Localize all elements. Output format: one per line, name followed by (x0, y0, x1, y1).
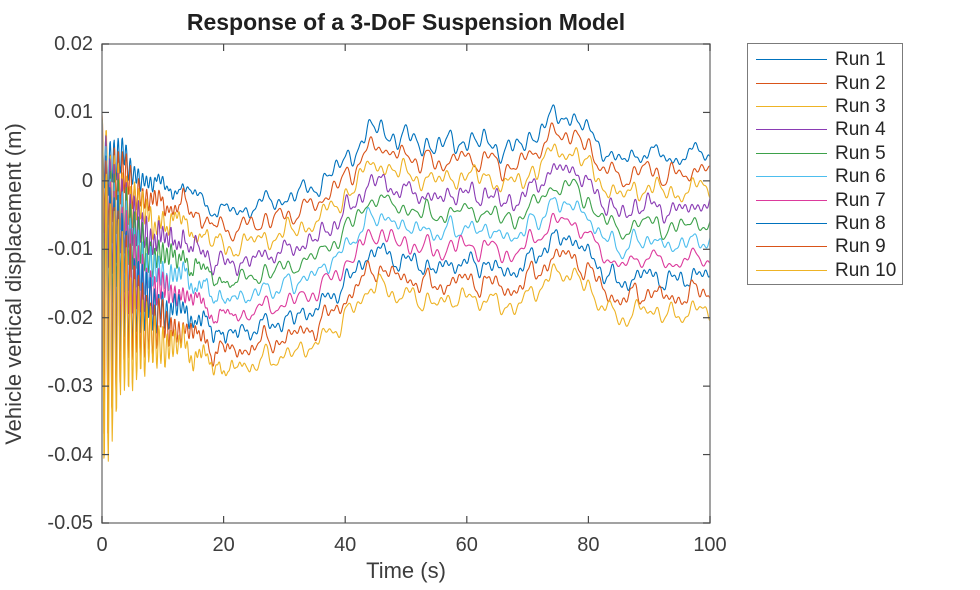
x-tick-label: 60 (455, 534, 478, 556)
y-tick-label: -0.01 (47, 238, 93, 261)
legend-item: Run 6 (748, 165, 902, 188)
legend-item: Run 7 (748, 188, 902, 211)
series-line-4 (102, 118, 710, 277)
legend-item: Run 5 (748, 142, 902, 165)
legend-label: Run 5 (835, 142, 886, 164)
series-line-8 (102, 141, 710, 406)
series-line-2 (102, 113, 710, 242)
x-tick-label: 20 (212, 534, 235, 556)
series-line-6 (102, 118, 710, 336)
series-line-5 (102, 118, 710, 312)
legend-label: Run 3 (835, 95, 886, 117)
legend: Run 1 Run 2 Run 3 Run 4 Run 5 Run 6 Run 7 Run 8… (747, 43, 903, 285)
series-line-3 (102, 115, 710, 257)
y-tick-label: 0 (81, 169, 93, 192)
legend-label: Run 6 (835, 166, 886, 188)
x-tick-label: 80 (577, 534, 600, 556)
legend-line-sample (756, 269, 827, 271)
y-tick-label: -0.03 (47, 375, 93, 398)
y-tick-label: 0.01 (54, 101, 93, 124)
x-tick-label: 100 (693, 534, 727, 556)
legend-label: Run 2 (835, 72, 886, 94)
legend-line-sample (756, 152, 827, 154)
chart-title: Response of a 3-DoF Suspension Model (186, 9, 626, 35)
legend-item: Run 3 (748, 95, 902, 118)
y-tick-label: 0.02 (54, 33, 93, 55)
x-tick-label: 40 (334, 534, 357, 556)
axis-ticks (101, 43, 711, 524)
legend-line-sample (756, 199, 827, 201)
legend-item: Run 10 (748, 259, 902, 282)
legend-label: Run 1 (835, 49, 886, 71)
series-line-7 (102, 123, 710, 370)
legend-line-sample (756, 82, 827, 84)
legend-item: Run 8 (748, 212, 902, 235)
legend-label: Run 4 (835, 119, 886, 141)
x-axis-label: Time (s) (366, 558, 446, 583)
legend-label: Run 8 (835, 212, 886, 234)
legend-label: Run 9 (835, 236, 886, 258)
series-line-10 (102, 141, 710, 462)
legend-line-sample (756, 222, 827, 224)
series-line-1 (102, 104, 710, 219)
legend-line-sample (756, 176, 827, 178)
legend-item: Run 4 (748, 118, 902, 141)
legend-line-sample (756, 129, 827, 131)
y-tick-label: -0.05 (47, 512, 93, 534)
legend-line-sample (756, 246, 827, 248)
y-tick-label: -0.04 (47, 443, 93, 466)
y-tick-label: -0.02 (47, 306, 93, 329)
legend-item: Run 9 (748, 235, 902, 258)
legend-line-sample (756, 59, 827, 61)
legend-label: Run 7 (835, 189, 886, 211)
legend-item: Run 2 (748, 71, 902, 94)
legend-label: Run 10 (835, 259, 897, 281)
x-tick-label: 0 (96, 534, 108, 556)
legend-line-sample (756, 105, 827, 107)
legend-item: Run 1 (748, 48, 902, 71)
